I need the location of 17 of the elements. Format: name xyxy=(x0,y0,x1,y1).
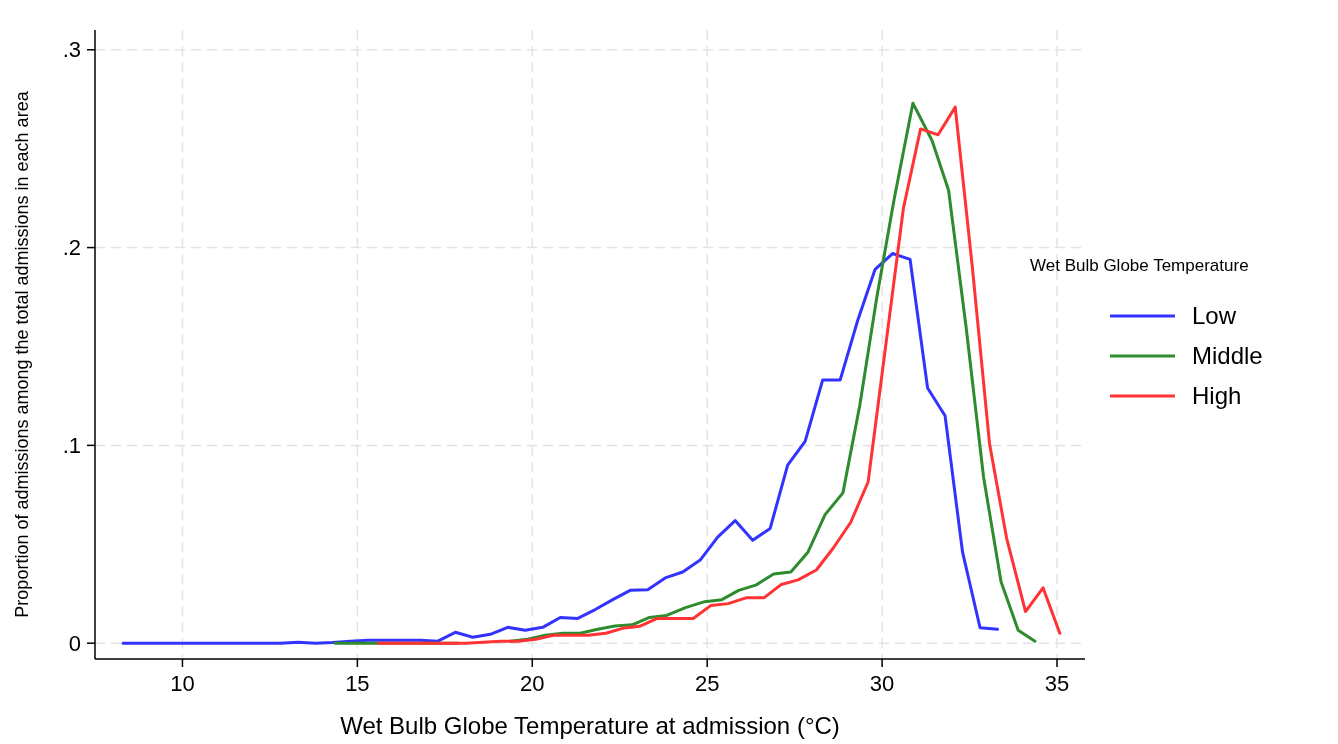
y-tick-label: .1 xyxy=(62,433,81,459)
y-tick-label: 0 xyxy=(68,630,81,656)
x-tick-label: 10 xyxy=(170,671,195,696)
y-tick-label: .2 xyxy=(62,235,81,261)
x-axis-title: Wet Bulb Globe Temperature at admission (°C) xyxy=(340,712,840,739)
legend-label: Middle xyxy=(1192,342,1263,370)
legend-title: Wet Bulb Globe Temperature xyxy=(1030,255,1249,275)
x-tick-label: 30 xyxy=(869,671,895,696)
y-axis-title: Proportion of admissions among the total admissions in each area xyxy=(12,90,32,618)
line-series xyxy=(121,252,1000,645)
x-tick-label: 15 xyxy=(345,671,370,696)
y-tick-label: .3 xyxy=(62,37,81,63)
legend-label: High xyxy=(1192,382,1242,410)
x-tick-label: 25 xyxy=(694,671,720,696)
legend-label: Low xyxy=(1192,302,1237,330)
x-tick-label: 35 xyxy=(1044,671,1070,696)
x-tick-label: 20 xyxy=(520,671,545,696)
